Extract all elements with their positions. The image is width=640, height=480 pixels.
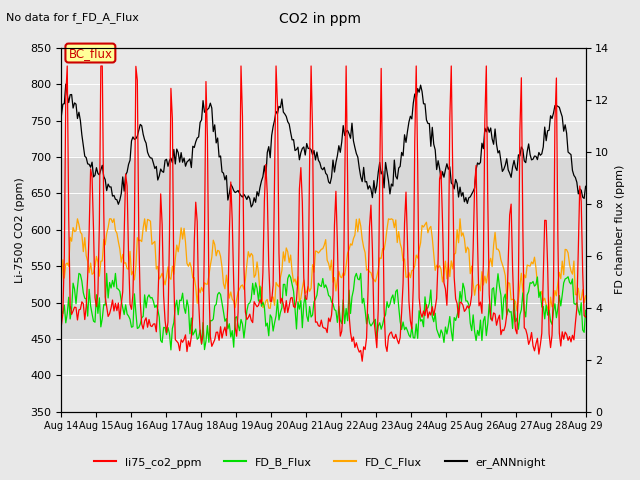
Y-axis label: Li-7500 CO2 (ppm): Li-7500 CO2 (ppm)	[15, 177, 25, 283]
Bar	[61, 157, 586, 339]
Y-axis label: FD chamber flux (ppm): FD chamber flux (ppm)	[615, 165, 625, 294]
Text: No data for f_FD_A_Flux: No data for f_FD_A_Flux	[6, 12, 140, 23]
Text: CO2 in ppm: CO2 in ppm	[279, 12, 361, 26]
Text: BC_flux: BC_flux	[68, 47, 113, 60]
Legend: li75_co2_ppm, FD_B_Flux, FD_C_Flux, er_ANNnight: li75_co2_ppm, FD_B_Flux, FD_C_Flux, er_A…	[90, 452, 550, 472]
